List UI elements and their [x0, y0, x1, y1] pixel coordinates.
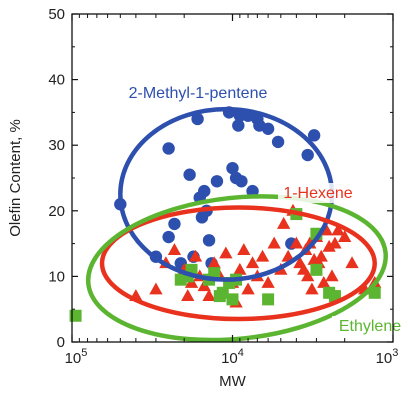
- x-tick-exponent: 5: [81, 347, 87, 359]
- data-point-square: [310, 263, 323, 276]
- data-point-triangle: [261, 275, 275, 288]
- x-tick-exponent: 3: [392, 347, 398, 359]
- data-point-triangle: [317, 275, 331, 288]
- data-point-circle: [271, 135, 285, 149]
- data-point-triangle: [245, 256, 260, 269]
- data-point-square: [262, 293, 275, 306]
- data-point-circle: [307, 129, 321, 142]
- y-tick-label: 10: [48, 268, 65, 285]
- data-point-circle: [301, 148, 314, 162]
- series-label: 2-Methyl-1-pentene: [129, 85, 268, 102]
- series-label: Ethylene: [339, 318, 401, 335]
- data-point-square: [208, 267, 221, 280]
- y-axis-title: Olefin Content, %: [7, 119, 24, 237]
- data-point-circle: [232, 119, 245, 132]
- data-point-triangle: [219, 246, 233, 259]
- x-tick-label: 104: [221, 347, 244, 367]
- y-tick-label: 40: [48, 72, 65, 89]
- y-tick-label: 50: [48, 6, 65, 23]
- data-point-triangle: [233, 262, 247, 275]
- data-point-square: [226, 293, 239, 306]
- series-label-backdrop: [278, 183, 358, 203]
- data-point-triangle: [325, 269, 339, 282]
- data-point-triangle: [328, 236, 342, 249]
- data-point-triangle: [149, 282, 163, 295]
- data-point-triangle: [301, 269, 315, 282]
- data-point-triangle: [338, 230, 352, 242]
- data-point-triangle: [167, 243, 182, 256]
- series-label: 1-Hexene: [283, 185, 352, 202]
- x-tick-label: 105: [65, 347, 88, 367]
- data-point-triangle: [345, 256, 359, 269]
- x-tick-exponent: 4: [238, 347, 244, 359]
- data-point-circle: [198, 184, 211, 198]
- y-tick-label: 20: [48, 203, 65, 220]
- data-point-circle: [261, 122, 275, 135]
- data-point-circle: [183, 168, 196, 181]
- data-point-circle: [168, 217, 181, 231]
- series-1-hexene: [129, 203, 382, 308]
- data-point-circle: [202, 234, 216, 247]
- plot-area: 2-Methyl-1-pentene 1-Hexene Ethylene: [69, 85, 408, 343]
- data-point-triangle: [281, 249, 295, 262]
- y-tick-label: 30: [48, 137, 65, 154]
- data-point-triangle: [305, 282, 319, 295]
- cluster-ellipse: [99, 205, 377, 322]
- data-point-triangle: [188, 249, 203, 262]
- data-point-triangle: [202, 289, 216, 301]
- data-point-triangle: [322, 239, 336, 252]
- data-point-circle: [235, 175, 248, 188]
- data-point-circle: [226, 161, 239, 175]
- data-point-triangle: [267, 236, 281, 249]
- data-point-circle: [162, 142, 175, 155]
- series-label-backdrop: [332, 316, 408, 336]
- data-point-triangle: [314, 249, 328, 262]
- data-point-triangle: [255, 249, 270, 262]
- y-tick-label: 0: [57, 334, 65, 351]
- data-point-triangle: [277, 216, 291, 229]
- data-point-square: [216, 286, 229, 299]
- data-point-triangle: [331, 223, 345, 236]
- x-tick-label: 103: [376, 347, 399, 367]
- data-point-triangle: [181, 289, 195, 301]
- data-point-triangle: [207, 256, 221, 269]
- data-point-circle: [210, 175, 224, 188]
- data-point-circle: [162, 230, 175, 244]
- data-point-triangle: [289, 236, 304, 249]
- data-point-circle: [191, 112, 204, 126]
- x-axis-title: MW: [219, 373, 246, 390]
- data-point-triangle: [241, 282, 255, 295]
- cluster-ellipse: [85, 194, 388, 343]
- axes: 0 10 20 30 40 50 105 104 103: [48, 6, 398, 367]
- data-point-triangle: [237, 243, 251, 256]
